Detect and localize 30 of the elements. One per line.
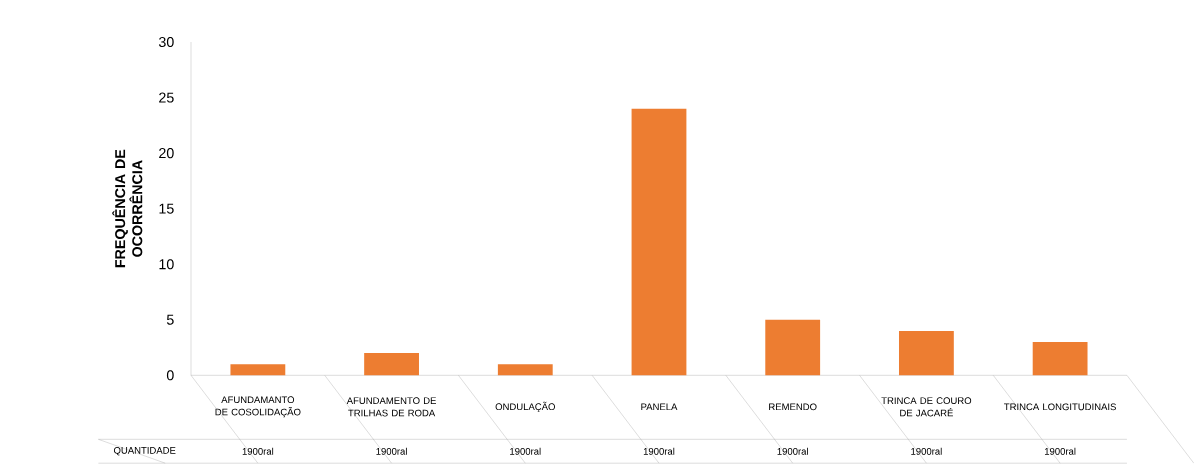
text: 1900ral xyxy=(911,447,942,455)
bar xyxy=(364,353,419,376)
x-tick-label: ONDULAÇÃO xyxy=(495,401,555,413)
text: 1900ral xyxy=(1044,447,1076,455)
y-tick-label: 0 xyxy=(166,370,174,381)
y-tick-label: 10 xyxy=(159,259,174,270)
x-tick-label: TRINCA DE COURO DE JACARÉ xyxy=(881,397,972,417)
bar xyxy=(230,364,286,376)
bar xyxy=(497,364,553,376)
text: 1900ral xyxy=(643,447,675,455)
text: 1900ral xyxy=(242,447,274,455)
x-tick-label: AFUNDAMENTO DE TRILHAS DE RODA xyxy=(346,397,437,417)
y-tick-label: 30 xyxy=(158,37,174,48)
y-axis-title: FREQUÊNCIA DE OCORRÊNCIA xyxy=(112,149,143,268)
y-tick-label: 25 xyxy=(159,92,174,103)
y-tick-label: 5 xyxy=(166,314,174,325)
x-tick-label: TRINCA LONGITUDINAIS xyxy=(1004,403,1116,411)
bar xyxy=(765,319,821,376)
bar xyxy=(1032,342,1088,376)
x-tick-label: PANELA xyxy=(641,403,678,411)
bar xyxy=(899,330,954,376)
bar xyxy=(631,108,687,376)
text: 1900ral xyxy=(510,447,541,455)
text: QUANTIDADE xyxy=(113,447,176,456)
text: 1900ral xyxy=(376,447,407,455)
x-tick-label: REMENDO xyxy=(769,403,817,411)
y-tick-label: 20 xyxy=(159,148,174,159)
text: 1900ral xyxy=(777,447,808,455)
x-tick-label: AFUNDAMANTO DE COSOLIDAÇÃO xyxy=(215,396,301,418)
y-tick-label: 15 xyxy=(159,203,174,214)
